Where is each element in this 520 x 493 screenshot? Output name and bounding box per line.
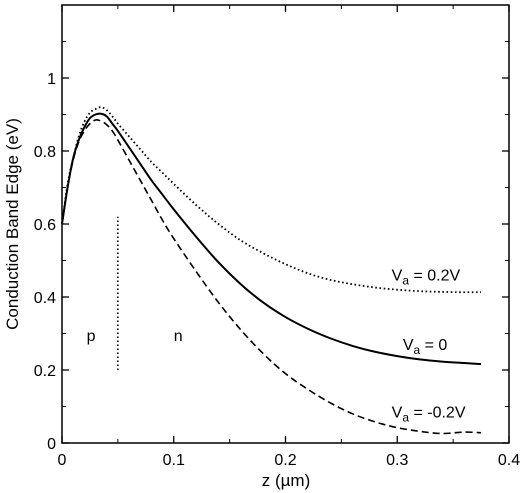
y-tick-label: 0.4	[34, 290, 56, 307]
y-tick-label: 1	[47, 71, 56, 88]
y-tick-label: 0.2	[34, 363, 56, 380]
x-tick-label: 0.2	[274, 452, 296, 469]
y-axis-ticks: 0 0.2 0.4 0.6 0.8 1	[34, 4, 509, 453]
y-tick-label: 0	[47, 436, 56, 453]
y-axis-title: Conduction Band Edge (eV)	[3, 118, 22, 330]
series-line-dashed	[61, 119, 482, 435]
region-label-p: p	[87, 328, 96, 345]
x-tick-label: 0.4	[498, 452, 520, 469]
region-label-n: n	[174, 328, 183, 345]
series-label: Va = 0.2V	[392, 268, 461, 288]
series-label: Va = -0.2V	[392, 404, 466, 424]
series-label: Va = 0	[403, 337, 448, 357]
x-axis-title: z (µm)	[262, 471, 311, 490]
series-line-dotted	[61, 106, 482, 294]
plot-frame	[61, 4, 510, 444]
series-layer	[61, 106, 482, 435]
x-axis-ticks: 0 0.1 0.2 0.3 0.4	[58, 5, 520, 469]
x-tick-label: 0	[58, 452, 67, 469]
y-tick-label: 0.8	[34, 144, 56, 161]
series-line-solid	[61, 112, 482, 366]
x-tick-label: 0.3	[386, 452, 408, 469]
annotation-layer: p n Va = 0.2V Va = 0 Va = -0.2V	[87, 216, 466, 424]
y-tick-label: 0.6	[34, 217, 56, 234]
x-tick-label: 0.1	[163, 452, 185, 469]
